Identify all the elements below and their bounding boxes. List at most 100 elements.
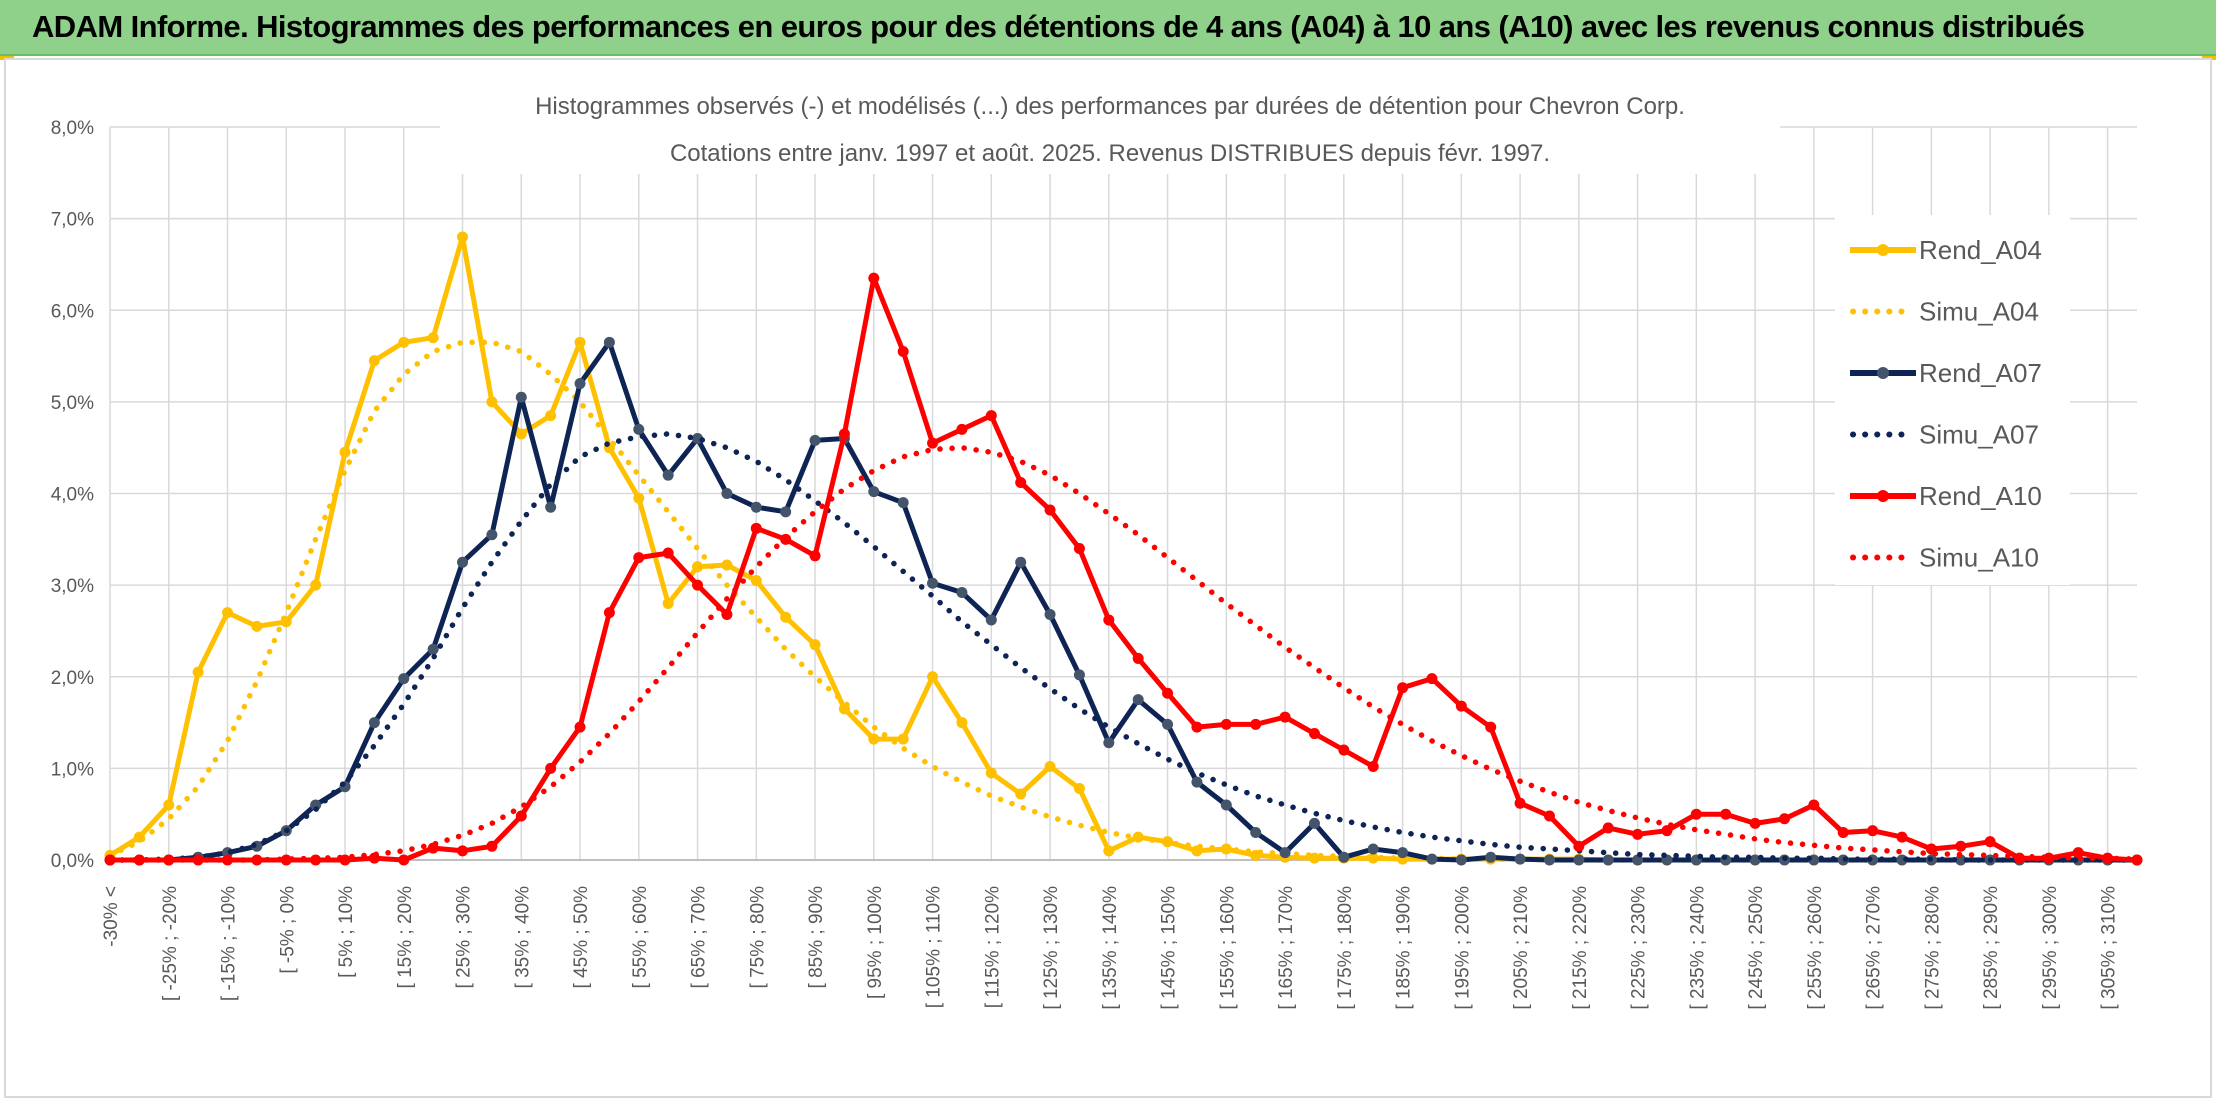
data-point (985, 410, 997, 422)
data-point (2072, 847, 2084, 859)
x-tick-label: [ 175% ; 180% (1335, 886, 1356, 1010)
data-point (1132, 694, 1144, 706)
data-point (1103, 845, 1115, 857)
data-point (545, 762, 557, 774)
data-point (1044, 504, 1056, 516)
legend-label: Rend_A07 (1919, 358, 2042, 388)
legend-item: Rend_A10 (1850, 481, 2042, 511)
series-line (110, 275, 2138, 863)
data-point (1749, 817, 1761, 829)
y-tick-label: 7,0% (51, 210, 94, 231)
legend-marker (1877, 367, 1889, 379)
series-line (107, 431, 2140, 863)
data-point (1191, 776, 1203, 788)
data-point (368, 717, 380, 729)
data-point (1397, 847, 1409, 859)
data-point (780, 506, 792, 518)
data-point (1514, 797, 1526, 809)
data-point (1338, 744, 1350, 756)
data-point (1867, 825, 1879, 837)
data-point (515, 391, 527, 403)
data-point (633, 552, 645, 564)
y-tick-label: 1,0% (51, 759, 94, 780)
legend-item: Simu_A10 (1850, 543, 2039, 573)
chart-legend: Rend_A04 Simu_A04 Rend_A07 Simu_A07 Rend_A10… (1835, 215, 2070, 585)
data-point (1044, 608, 1056, 620)
data-point (1220, 799, 1232, 811)
data-point (1602, 822, 1614, 834)
data-point (897, 345, 909, 357)
y-tick-label: 2,0% (51, 668, 94, 689)
x-tick-label: [ 295% ; 300% (2040, 886, 2061, 1010)
data-point (1455, 700, 1467, 712)
data-point (1015, 788, 1027, 800)
data-point (515, 428, 527, 440)
x-tick-label: [ -25% ; -20% (160, 886, 181, 1001)
legend-marker (1877, 490, 1889, 502)
chart-title-area: Histogrammes observés (-) et modélisés (… (440, 82, 1780, 174)
data-point (1543, 854, 1555, 866)
data-point (956, 423, 968, 435)
data-point (1073, 783, 1085, 795)
data-point (545, 410, 557, 422)
data-point (1632, 828, 1644, 840)
data-point (1073, 542, 1085, 554)
x-tick-label: [ 65% ; 70% (689, 886, 710, 989)
data-point (1015, 556, 1027, 568)
x-tick-label: [ 285% ; 290% (1981, 886, 2002, 1010)
data-point (1279, 711, 1291, 723)
x-tick-label: [ -5% ; 0% (277, 886, 298, 974)
x-tick-label: [ 155% ; 160% (1217, 886, 1238, 1010)
data-point (1514, 853, 1526, 865)
x-tick-label: [ 165% ; 170% (1276, 886, 1297, 1010)
data-point (603, 336, 615, 348)
data-point (809, 550, 821, 562)
data-point (457, 231, 469, 243)
data-point (486, 529, 498, 541)
x-tick-label: [ 55% ; 60% (630, 886, 651, 989)
data-point (927, 671, 939, 683)
x-tick-label: [ -15% ; -10% (219, 886, 240, 1001)
report-header: ADAM Informe. Histogrammes des performan… (0, 0, 2216, 56)
data-point (1367, 761, 1379, 773)
data-point (222, 854, 234, 866)
x-tick-label: [ 75% ; 80% (747, 886, 768, 989)
data-point (1250, 718, 1262, 730)
data-point (222, 607, 234, 619)
data-point (927, 577, 939, 589)
data-point (486, 840, 498, 852)
data-point (1220, 718, 1232, 730)
data-point (1308, 852, 1320, 864)
chart-gridlines (109, 126, 2137, 861)
data-point (633, 423, 645, 435)
data-point (515, 810, 527, 822)
x-tick-label: [ 5% ; 10% (336, 886, 357, 978)
data-point (192, 854, 204, 866)
data-point (809, 434, 821, 446)
data-point (1543, 810, 1555, 822)
x-tick-label: [ 105% ; 110% (924, 886, 945, 1008)
data-point (1778, 813, 1790, 825)
x-tick-label: [ 215% ; 220% (1570, 886, 1591, 1010)
chart-title: Histogrammes observés (-) et modélisés (… (535, 93, 1685, 120)
data-point (1690, 808, 1702, 820)
series-simu-a04 (107, 339, 2140, 863)
x-tick-label: [ 205% ; 210% (1511, 886, 1532, 1010)
legend-item: Simu_A04 (1850, 297, 2039, 327)
data-point (1426, 853, 1438, 865)
y-tick-label: 6,0% (51, 301, 94, 322)
legend-item: Rend_A07 (1850, 358, 2042, 388)
data-point (633, 492, 645, 504)
data-point (1485, 721, 1497, 733)
data-point (603, 607, 615, 619)
data-point (1162, 718, 1174, 730)
data-point (2131, 854, 2143, 866)
data-point (956, 586, 968, 598)
data-point (192, 666, 204, 678)
legend-label: Simu_A07 (1919, 420, 2039, 450)
series-line (108, 234, 2137, 863)
data-point (398, 854, 410, 866)
data-point (1132, 652, 1144, 664)
x-axis-ticks: -30% < [ -25% ; -20% [ -15% ; -10% [ -5% ; … (101, 886, 2120, 1010)
